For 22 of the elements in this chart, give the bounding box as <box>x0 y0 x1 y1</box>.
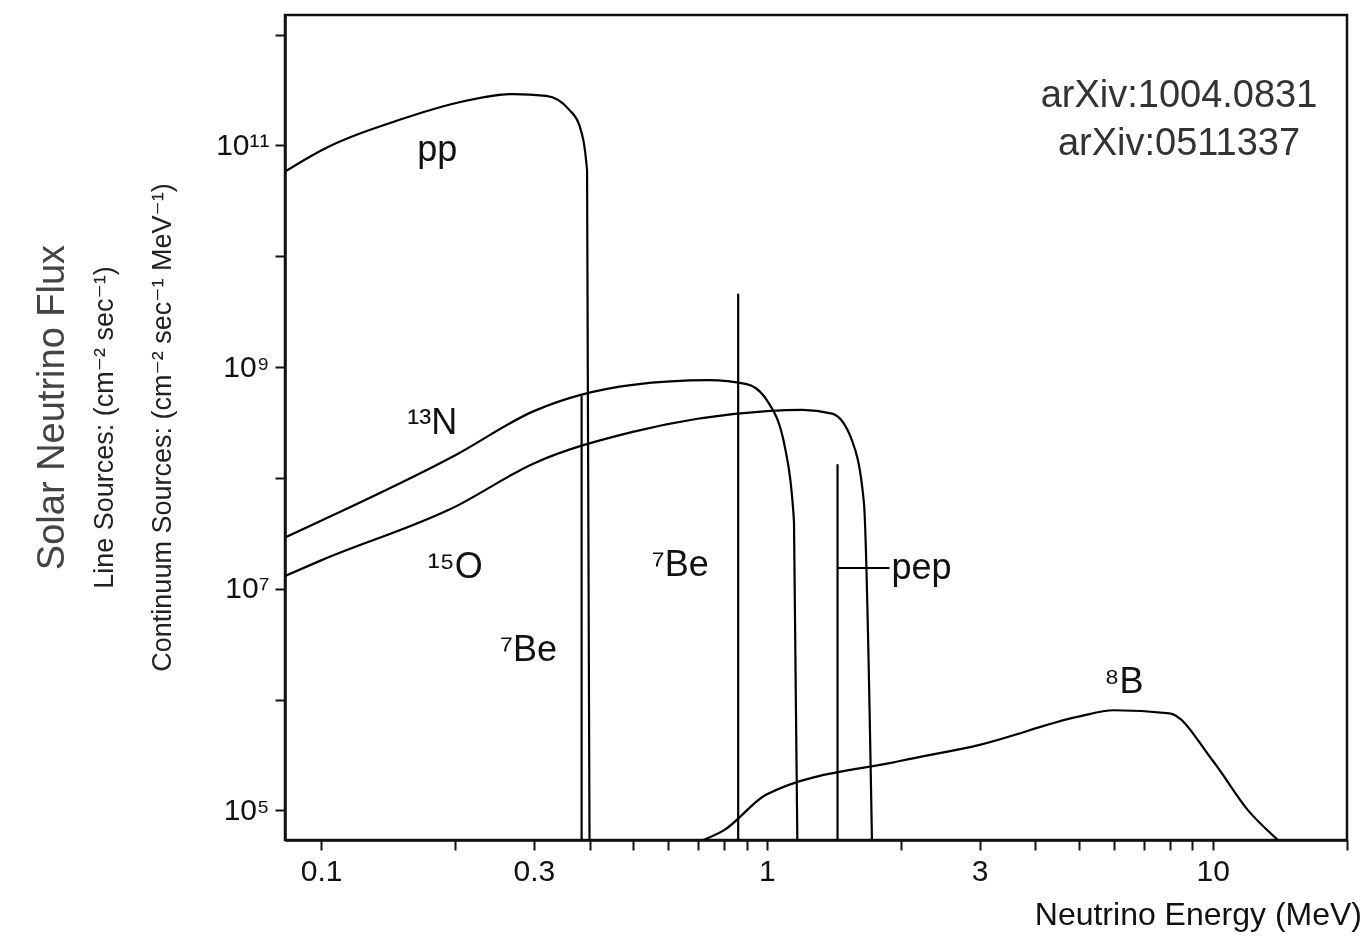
x-tick-label: 10 <box>1196 853 1230 887</box>
y-tick-label: 10⁹ <box>223 349 270 383</box>
series-label: ⁷Be <box>500 628 558 669</box>
x-tick-label: 3 <box>971 853 989 887</box>
y-tick-label: 10⁵ <box>223 792 270 826</box>
series-label: ¹³N <box>407 401 458 443</box>
x-tick-label: 0.1 <box>300 853 343 887</box>
legend-label: pep <box>891 546 952 587</box>
x-tick-label: 1 <box>759 853 776 887</box>
x-tick-label: 0.3 <box>513 853 556 887</box>
series-label: pp <box>417 128 458 170</box>
annotation: arXiv:0511337 <box>1057 121 1301 163</box>
y-tick-label: 10¹¹ <box>216 127 270 161</box>
series-label: ¹⁵O <box>427 544 483 586</box>
x-axis-title: Neutrino Energy (MeV) <box>1034 896 1362 932</box>
annotation: arXiv:1004.0831 <box>1040 73 1318 115</box>
y-axis-title: Solar Neutrino Flux <box>30 244 72 571</box>
text: Line Sources: (cm⁻² sec⁻¹) <box>89 266 119 589</box>
text: Continuum Sources: (cm⁻² sec⁻¹ MeV⁻¹) <box>147 183 177 672</box>
y-tick-label: 10⁷ <box>225 571 270 605</box>
series-label: ⁷Be <box>651 543 709 584</box>
series-label: ⁸B <box>1104 660 1144 702</box>
